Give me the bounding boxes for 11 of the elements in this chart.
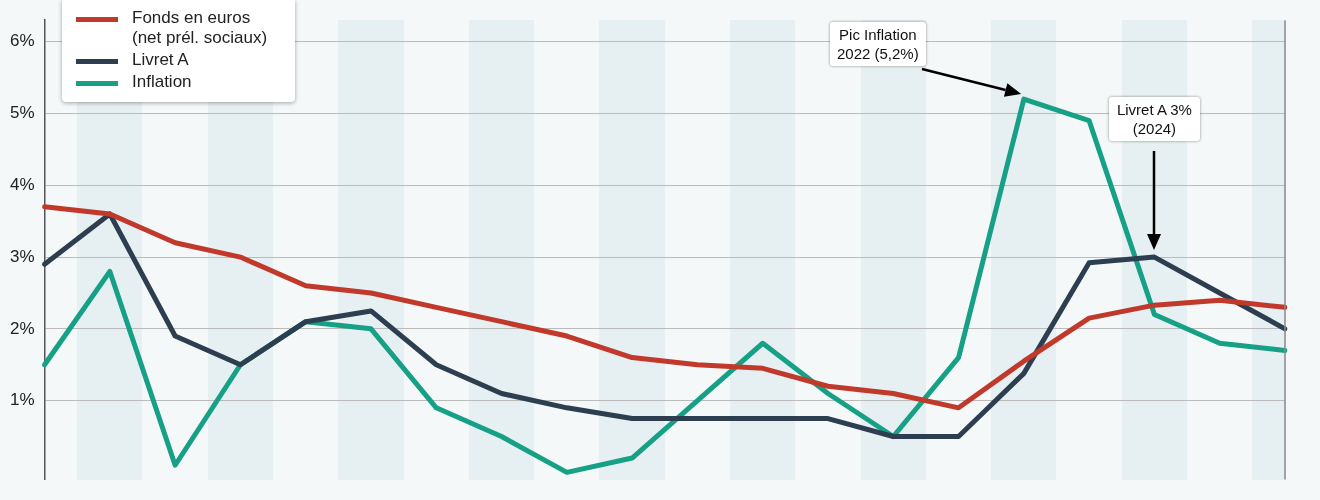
annotation: Livret A 3% (2024): [1109, 97, 1200, 142]
y-tick-label: 5%: [9, 103, 35, 123]
legend-label: Fonds en euros (net prél. sociaux): [132, 8, 269, 48]
y-tick-label: 6%: [9, 31, 35, 51]
annotation: Pic Inflation 2022 (5,2%): [829, 22, 926, 67]
y-tick-label: 4%: [9, 174, 35, 194]
y-tick-label: 3%: [9, 246, 35, 266]
legend-label: Livret A: [132, 50, 189, 70]
y-tick-label: 1%: [9, 390, 35, 410]
y-tick-label: 2%: [9, 318, 35, 338]
legend-label: Inflation: [132, 72, 192, 92]
